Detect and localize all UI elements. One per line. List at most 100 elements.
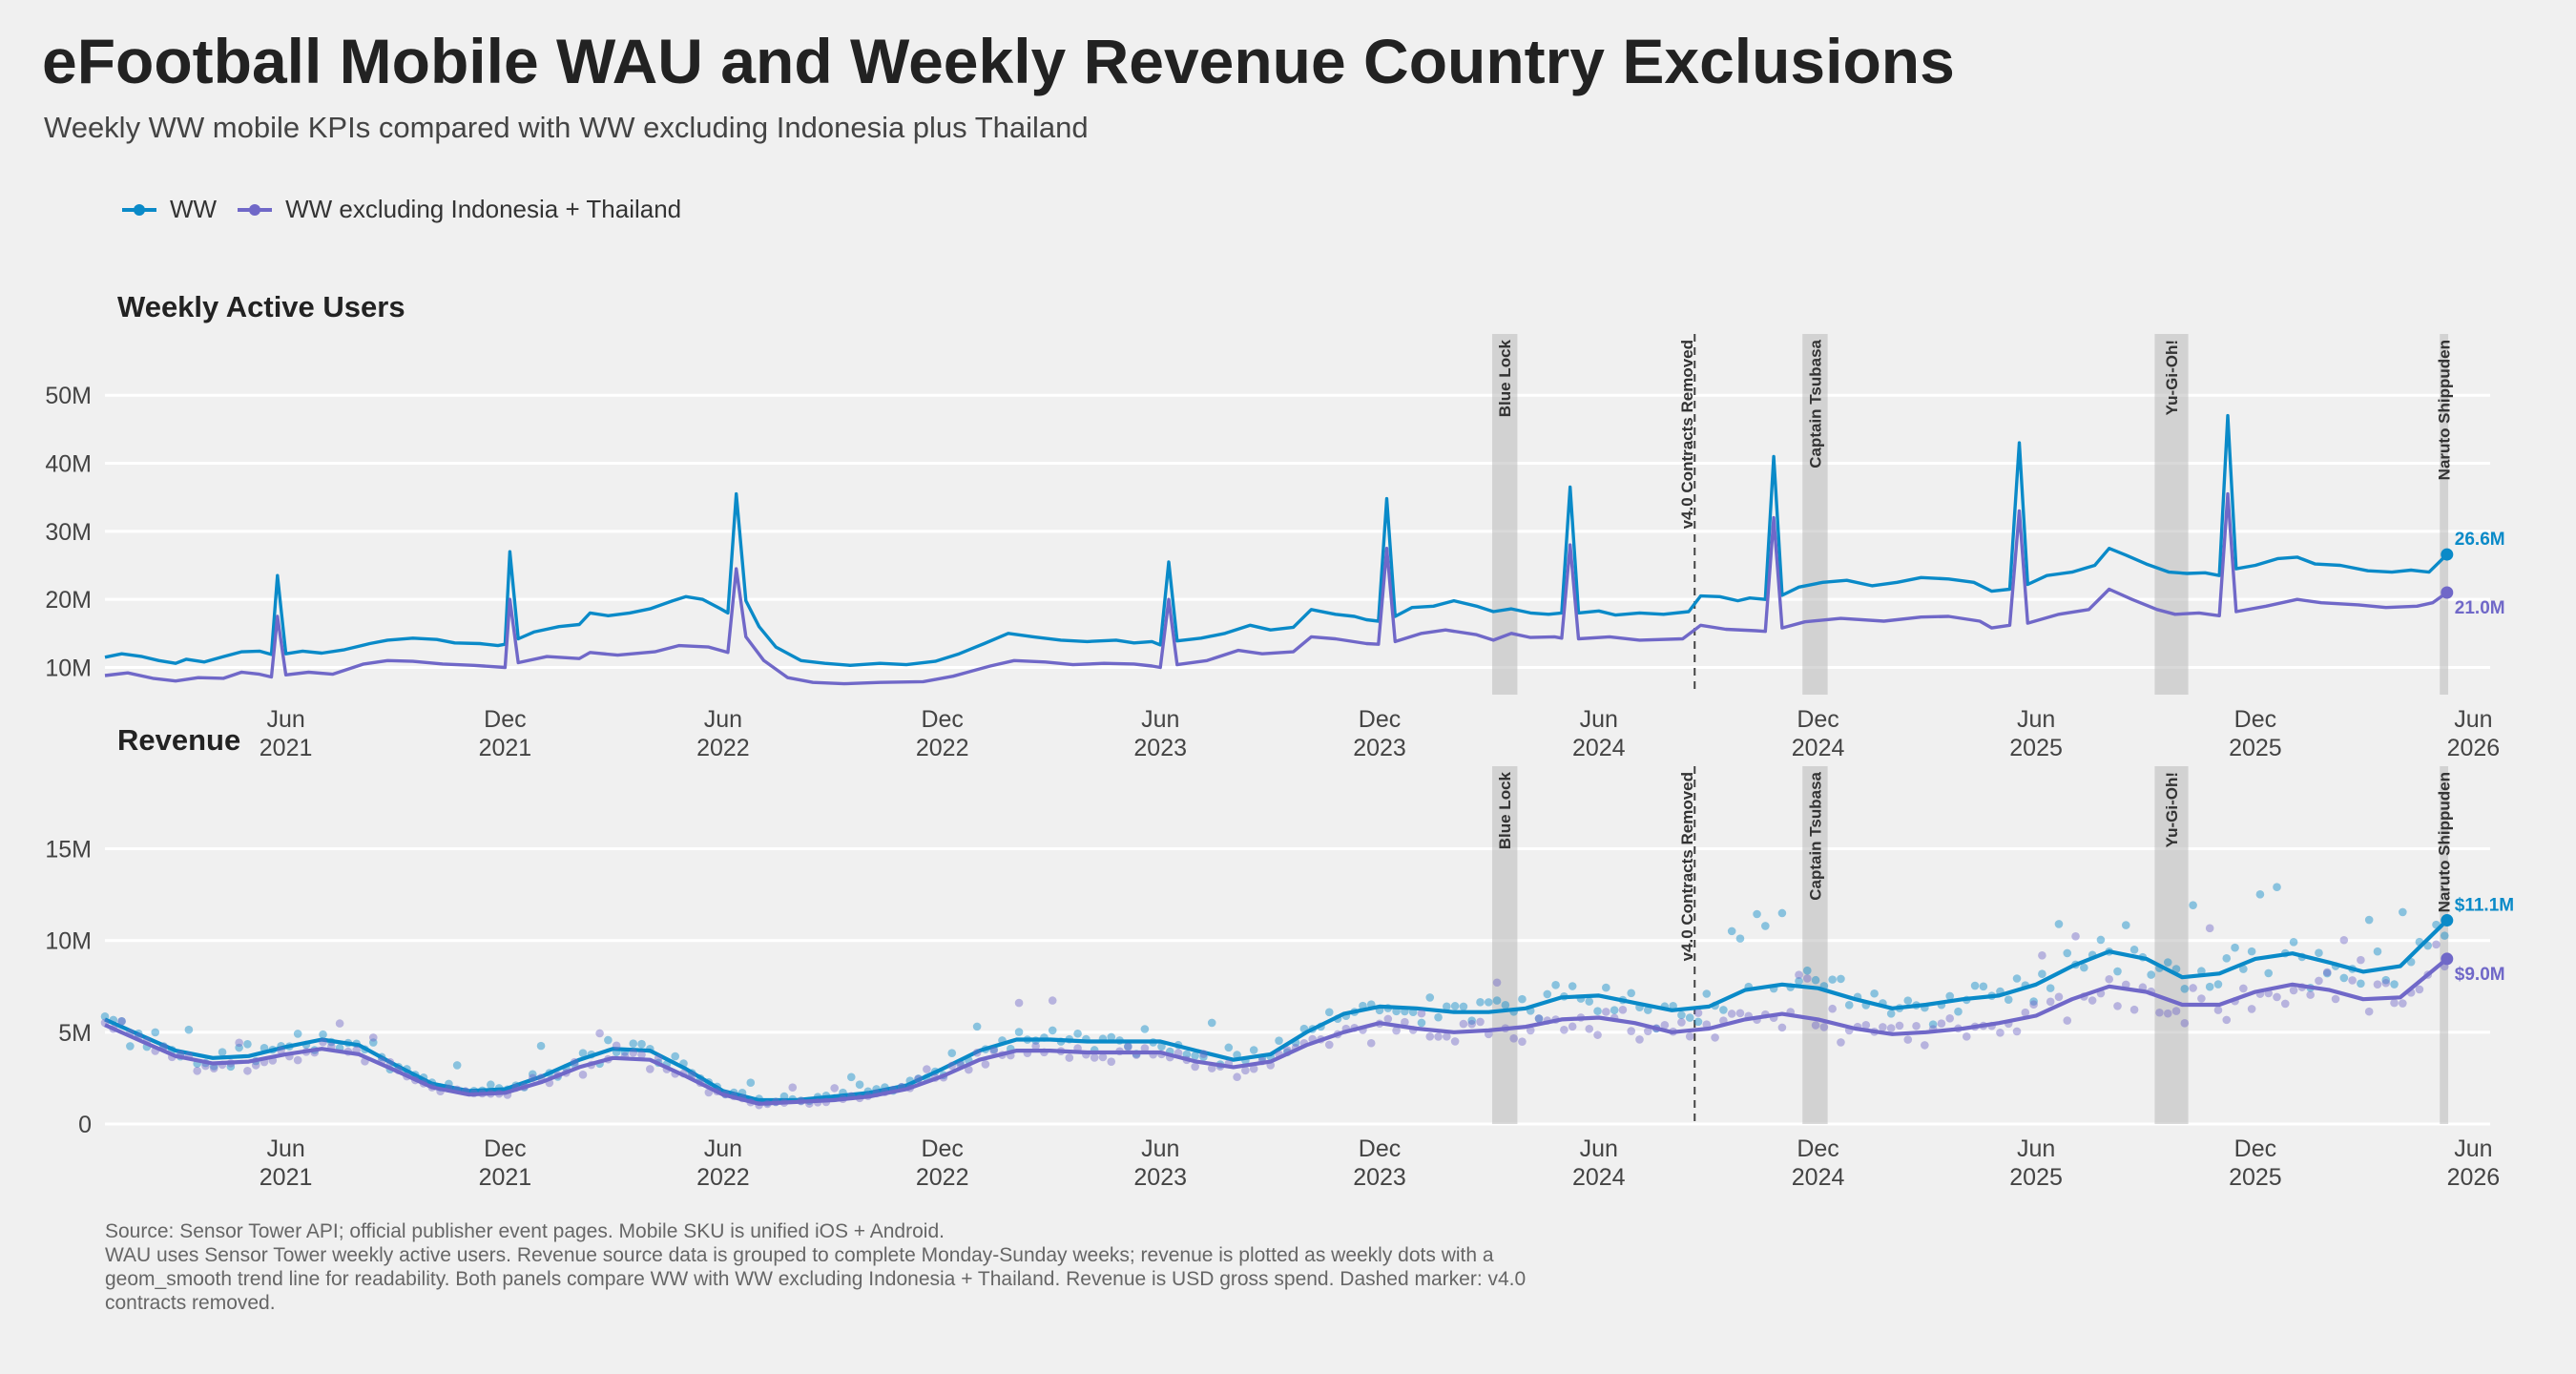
revenue-dot bbox=[1543, 989, 1552, 999]
revenue-dot bbox=[1048, 996, 1057, 1005]
series-end-point bbox=[2441, 914, 2454, 927]
revenue-dot bbox=[2440, 931, 2449, 940]
event-label: Blue Lock bbox=[1496, 339, 1514, 417]
revenue-dot bbox=[1811, 1021, 1820, 1030]
revenue-dot bbox=[2155, 1008, 2164, 1017]
revenue-dot bbox=[1501, 1001, 1510, 1010]
revenue-dot bbox=[1476, 998, 1485, 1007]
revenue-dot bbox=[1627, 1027, 1635, 1035]
revenue-dot bbox=[746, 1078, 756, 1088]
event-label: Captain Tsubasa bbox=[1806, 771, 1824, 900]
revenue-dot bbox=[1585, 1024, 1594, 1033]
revenue-dot bbox=[1954, 1007, 1963, 1016]
revenue-dot bbox=[2063, 1016, 2072, 1025]
revenue-dot bbox=[1199, 1050, 1208, 1058]
revenue-dot bbox=[1534, 1014, 1544, 1023]
revenue-dot bbox=[1802, 966, 1812, 975]
revenue-dot bbox=[2121, 921, 2130, 929]
revenue-dot bbox=[1392, 1026, 1401, 1035]
series-line bbox=[104, 957, 2449, 1106]
y-tick-label: 30M bbox=[45, 519, 92, 546]
revenue-dot bbox=[1912, 1021, 1921, 1030]
revenue-dot bbox=[1417, 1018, 1426, 1028]
revenue-dot bbox=[2088, 996, 2097, 1005]
x-tick-label: Jun bbox=[2454, 1135, 2492, 1162]
x-tick-label: Jun bbox=[1141, 706, 1179, 733]
revenue-dot bbox=[1903, 1035, 1913, 1044]
y-tick-label: 10M bbox=[45, 928, 92, 955]
y-tick-label: 5M bbox=[58, 1020, 92, 1047]
revenue-dot bbox=[2222, 1015, 2232, 1025]
revenue-dot bbox=[536, 1041, 546, 1051]
revenue-dot bbox=[1476, 1017, 1485, 1027]
event-label: Captain Tsubasa bbox=[1806, 339, 1824, 468]
x-tick-label: Dec bbox=[1797, 706, 1839, 733]
revenue-dot bbox=[1434, 1012, 1443, 1022]
revenue-dot bbox=[2180, 1019, 2190, 1028]
revenue-dot bbox=[1895, 1021, 1904, 1030]
revenue-dot bbox=[2348, 976, 2357, 985]
revenue-dot bbox=[2331, 994, 2340, 1004]
y-tick-label: 0 bbox=[78, 1112, 92, 1138]
revenue-dot bbox=[1568, 982, 1577, 990]
revenue-dot bbox=[2054, 992, 2064, 1002]
revenue-dot bbox=[1090, 1053, 1099, 1062]
revenue-dots bbox=[100, 924, 2449, 1110]
revenue-dot bbox=[1861, 1020, 1871, 1030]
revenue-dot bbox=[1124, 1042, 1132, 1051]
revenue-dot bbox=[1937, 1019, 1946, 1028]
revenue-dot bbox=[972, 1022, 982, 1031]
x-tick-label: 2024 bbox=[1792, 1164, 1845, 1191]
revenue-dot bbox=[1366, 1038, 1376, 1048]
revenue-dot bbox=[193, 1067, 201, 1075]
event-band bbox=[2440, 766, 2449, 1124]
revenue-dot bbox=[235, 1043, 243, 1052]
caption: Source: Sensor Tower API; official publi… bbox=[105, 1219, 1784, 1315]
revenue-dot bbox=[1610, 1006, 1619, 1014]
revenue-dot bbox=[1928, 1020, 1938, 1029]
revenue-dot bbox=[1837, 974, 1845, 984]
series-end-label: $11.1M bbox=[2455, 896, 2514, 916]
revenue-dot bbox=[528, 1073, 537, 1083]
revenue-dot bbox=[1886, 1010, 1896, 1018]
revenue-dot bbox=[2205, 982, 2214, 991]
revenue-dot bbox=[1828, 1004, 1837, 1013]
revenue-dot bbox=[2213, 980, 2223, 989]
revenue-dot bbox=[1031, 1042, 1040, 1051]
revenue-dot bbox=[612, 1041, 621, 1051]
x-tick-label: 2025 bbox=[2009, 735, 2063, 761]
x-tick-label: 2023 bbox=[1353, 735, 1406, 761]
revenue-dot bbox=[1107, 1057, 1116, 1066]
revenue-dot bbox=[1434, 1032, 1443, 1041]
revenue-dot bbox=[2247, 947, 2256, 956]
revenue-dot bbox=[2046, 997, 2055, 1007]
revenue-dot bbox=[2373, 980, 2382, 989]
revenue-dot bbox=[2381, 978, 2391, 988]
revenue-dot bbox=[1518, 994, 1527, 1004]
revenue-dot bbox=[452, 1061, 462, 1070]
revenue-dot bbox=[1727, 926, 1736, 936]
revenue-dot bbox=[2264, 968, 2274, 978]
revenue-dot bbox=[1719, 1006, 1728, 1014]
revenue-dot bbox=[2205, 924, 2214, 933]
revenue-dot bbox=[2399, 907, 2407, 917]
x-tick-label: Jun bbox=[266, 1135, 304, 1162]
panel-title: Weekly Active Users bbox=[117, 290, 405, 323]
revenue-dot bbox=[2239, 965, 2248, 973]
revenue-dot bbox=[1224, 1043, 1234, 1052]
revenue-dot bbox=[2364, 915, 2374, 925]
revenue-dot bbox=[1417, 1009, 1426, 1018]
revenue-dot bbox=[2071, 931, 2080, 941]
revenue-dot bbox=[117, 1017, 126, 1026]
revenue-dot bbox=[2364, 1007, 2374, 1016]
revenue-dot bbox=[1425, 1032, 1435, 1041]
revenue-dot bbox=[1627, 989, 1635, 998]
revenue-dot bbox=[2096, 935, 2106, 945]
revenue-dot bbox=[2189, 984, 2197, 992]
revenue-dot bbox=[1124, 1043, 1132, 1051]
event-band bbox=[1492, 766, 1518, 1124]
x-tick-label: Dec bbox=[1359, 1135, 1401, 1162]
revenue-dot bbox=[243, 1066, 252, 1075]
x-tick-label: 2025 bbox=[2229, 1164, 2282, 1191]
revenue-dot bbox=[1324, 1040, 1334, 1050]
